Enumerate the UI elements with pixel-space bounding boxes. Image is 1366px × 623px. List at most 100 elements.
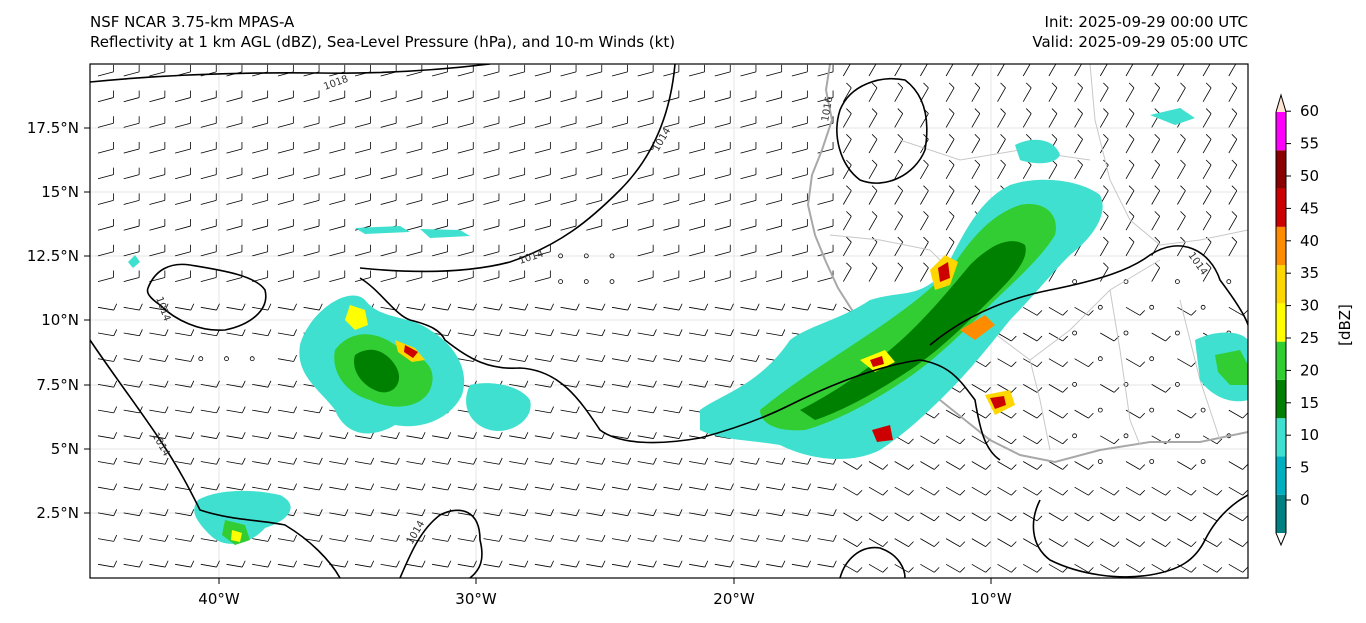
wind-barb xyxy=(252,560,272,568)
colorbar-segment xyxy=(1276,188,1286,227)
wind-barb xyxy=(406,560,426,568)
wind-barb xyxy=(432,534,452,542)
wind-barb xyxy=(843,486,863,496)
wind-barb xyxy=(252,534,272,542)
wind-barb xyxy=(252,329,272,337)
wind-barb xyxy=(97,167,114,180)
wind-barb xyxy=(277,354,297,362)
wind-barb xyxy=(354,116,371,128)
model-title: NSF NCAR 3.75-km MPAS-A xyxy=(90,13,295,31)
wind-barb xyxy=(997,486,1017,496)
wind-barb xyxy=(1099,134,1109,154)
wind-barb xyxy=(842,134,852,154)
wind-barb xyxy=(997,332,1017,342)
wind-barb xyxy=(611,303,632,311)
wind-barb xyxy=(1099,108,1109,128)
wind-barb xyxy=(689,380,709,388)
wind-barb xyxy=(791,64,808,77)
wind-barb xyxy=(200,244,217,257)
wind-barb xyxy=(226,303,246,311)
wind-barb xyxy=(894,82,904,102)
wind-barb xyxy=(868,134,878,154)
wind-barb xyxy=(303,244,320,257)
wind-barb xyxy=(920,435,940,445)
wind-barb xyxy=(483,141,500,154)
wind-barb xyxy=(509,483,529,491)
wind-barb xyxy=(766,219,783,231)
wind-barb xyxy=(252,432,272,439)
wind-barb xyxy=(1072,279,1077,285)
wind-barb xyxy=(740,329,760,337)
wind-barb xyxy=(277,90,294,103)
wind-barb xyxy=(277,167,294,180)
wind-barb xyxy=(483,560,503,568)
wind-barb xyxy=(483,509,503,517)
wind-barb xyxy=(200,219,217,231)
wind-barb xyxy=(637,329,657,337)
wind-barb xyxy=(149,64,166,77)
wind-barb xyxy=(586,141,603,154)
wind-barb xyxy=(534,329,554,337)
wind-barb xyxy=(920,159,929,180)
wind-barb xyxy=(483,534,503,542)
wind-barb xyxy=(483,270,500,282)
wind-barb xyxy=(252,244,269,257)
wind-barb xyxy=(226,380,246,388)
wind-barb xyxy=(637,432,657,439)
wind-barb xyxy=(149,329,169,337)
wind-barb xyxy=(740,193,757,205)
wind-barb xyxy=(1072,433,1077,439)
wind-barb xyxy=(457,483,477,491)
wind-barb xyxy=(123,483,143,491)
wind-barb xyxy=(586,64,603,77)
wind-barb xyxy=(149,483,169,491)
wind-barb xyxy=(663,534,683,542)
wind-barb xyxy=(791,483,811,491)
wind-barb xyxy=(637,270,654,282)
wind-barb xyxy=(1125,82,1135,102)
wind-barb xyxy=(971,108,981,128)
wind-barb xyxy=(354,534,375,542)
wind-barb xyxy=(354,457,375,465)
wind-barb xyxy=(611,560,632,568)
wind-barb xyxy=(714,90,731,103)
wind-barb xyxy=(1123,330,1129,336)
wind-barb xyxy=(329,457,349,465)
colorbar-tick-label: 50 xyxy=(1300,167,1319,185)
radar-cluster-southwest xyxy=(194,490,291,545)
wind-barb xyxy=(740,244,757,257)
wind-barb xyxy=(714,116,731,128)
colorbar-outline xyxy=(1275,93,1287,547)
colorbar-tick-label: 15 xyxy=(1300,394,1319,412)
wind-barb xyxy=(1177,134,1186,154)
wind-barb xyxy=(740,303,760,311)
wind-barb xyxy=(303,116,320,128)
wind-barb xyxy=(123,116,140,128)
isobar-label: 1016 xyxy=(820,96,835,123)
wind-barb xyxy=(583,279,589,285)
wind-barb xyxy=(1022,82,1032,102)
wind-barb xyxy=(457,432,477,439)
wind-barb xyxy=(637,116,654,128)
wind-barb xyxy=(1228,108,1238,128)
wind-barb xyxy=(1228,538,1248,547)
wind-barb xyxy=(637,457,657,465)
wind-barb xyxy=(637,303,657,311)
wind-barb xyxy=(1177,82,1186,102)
wind-barb xyxy=(611,193,628,205)
wind-barb xyxy=(868,512,889,522)
wind-barb xyxy=(534,534,554,542)
wind-barb xyxy=(560,90,577,103)
wind-barb xyxy=(1023,358,1043,368)
colorbar-tick-label: 25 xyxy=(1300,329,1319,347)
wind-barb xyxy=(843,461,863,470)
wind-barb xyxy=(843,512,863,522)
wind-barb xyxy=(123,457,143,465)
wind-barb xyxy=(354,141,371,154)
wind-barb xyxy=(945,563,966,573)
wind-barb xyxy=(509,141,526,154)
wind-barb xyxy=(534,270,551,282)
wind-barb xyxy=(663,380,683,388)
wind-barb xyxy=(1228,159,1238,180)
